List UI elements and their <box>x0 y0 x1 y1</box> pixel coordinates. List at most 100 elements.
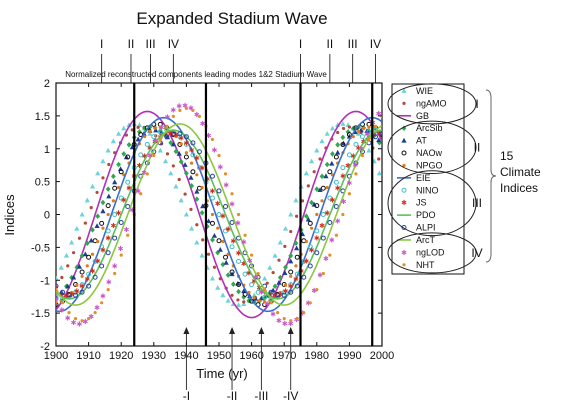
data-point: ✱ <box>256 284 262 292</box>
legend-item: NAOw <box>401 148 443 158</box>
data-point <box>99 263 105 269</box>
data-point <box>320 185 326 191</box>
data-point <box>307 263 313 269</box>
data-point: ✱ <box>293 276 299 284</box>
data-point <box>177 131 183 137</box>
legend-item: ✱ JS <box>401 198 426 208</box>
legend-swatch <box>402 163 406 168</box>
data-point <box>86 254 92 260</box>
data-point: ✱ <box>277 291 283 299</box>
legend-item: GB <box>397 111 429 121</box>
data-point <box>321 271 325 276</box>
data-point <box>121 151 127 157</box>
data-point <box>294 254 300 260</box>
data-point <box>56 287 58 292</box>
data-point: ✱ <box>159 124 165 132</box>
data-point <box>145 172 149 176</box>
data-point <box>328 253 332 257</box>
legend-item: WIE <box>401 86 433 96</box>
legend-item: NPGO <box>402 160 443 170</box>
data-point: ✱ <box>204 176 210 184</box>
data-point <box>121 125 127 131</box>
y-tick-label: 0.5 <box>35 177 50 189</box>
data-point <box>277 239 283 245</box>
data-point: ✱ <box>251 278 257 286</box>
group-oval <box>387 170 477 237</box>
x-tick-label: 2000 <box>370 350 394 362</box>
data-point: ✱ <box>241 239 247 247</box>
data-point: ✱ <box>323 255 329 263</box>
data-point: ✱ <box>153 137 159 145</box>
data-point <box>105 203 111 209</box>
data-point <box>195 173 199 177</box>
data-point <box>209 275 216 281</box>
data-point <box>210 212 215 217</box>
data-point <box>95 190 99 195</box>
data-point <box>151 134 157 140</box>
data-point <box>309 199 314 206</box>
y-tick-label: 1 <box>44 144 50 156</box>
bottom-marker-label: -IV <box>283 389 298 403</box>
data-point <box>105 250 111 256</box>
data-point: ✱ <box>364 131 370 139</box>
data-point <box>333 204 339 210</box>
data-point: ✱ <box>176 102 182 110</box>
data-point: ✱ <box>319 222 325 230</box>
data-point <box>283 283 288 287</box>
data-point <box>300 199 305 203</box>
legend-label: ArcT <box>416 235 436 245</box>
data-point <box>366 147 372 153</box>
data-point <box>123 154 130 160</box>
data-point <box>309 226 314 230</box>
data-point <box>303 213 309 220</box>
data-point <box>194 196 200 202</box>
series-line-pdo <box>56 129 382 300</box>
data-point <box>157 129 163 135</box>
data-point <box>236 288 241 295</box>
data-point <box>184 170 189 177</box>
series-line-gb <box>56 110 382 319</box>
data-point: ✱ <box>126 184 132 192</box>
data-point <box>158 125 162 129</box>
data-point <box>225 297 231 303</box>
data-point <box>288 252 294 259</box>
data-point <box>199 209 205 216</box>
data-point <box>191 108 195 112</box>
group-oval <box>387 83 477 125</box>
data-point <box>189 183 195 189</box>
legend-label: PDO <box>416 210 436 220</box>
data-point <box>92 258 98 264</box>
series-at <box>56 127 382 301</box>
data-point: ✱ <box>314 235 320 243</box>
data-point: ✱ <box>163 131 169 139</box>
data-point: ✱ <box>303 257 309 265</box>
data-point <box>282 317 286 321</box>
data-point <box>73 289 79 295</box>
data-point: ✱ <box>376 110 382 118</box>
data-point <box>107 162 111 167</box>
data-point <box>217 153 221 158</box>
data-point <box>112 235 118 241</box>
group-oval <box>387 232 477 274</box>
group-label: II <box>474 140 481 154</box>
data-point: ✱ <box>335 217 341 225</box>
top-marker-label: IV <box>370 37 381 51</box>
data-point: ✱ <box>147 152 153 160</box>
data-point <box>230 293 234 297</box>
data-point <box>136 125 140 129</box>
data-point <box>178 158 184 165</box>
data-point <box>305 216 311 222</box>
data-point <box>177 134 183 140</box>
data-point <box>327 219 333 225</box>
data-point <box>93 311 97 315</box>
data-point <box>345 129 351 135</box>
data-point: ✱ <box>173 131 179 139</box>
data-point <box>311 201 317 207</box>
data-point: ✱ <box>165 114 171 122</box>
y-axis-label: Indices <box>2 194 17 236</box>
data-point <box>333 179 339 185</box>
data-point <box>170 141 176 147</box>
data-point <box>90 252 95 256</box>
data-point <box>101 176 105 180</box>
data-point <box>168 170 174 176</box>
